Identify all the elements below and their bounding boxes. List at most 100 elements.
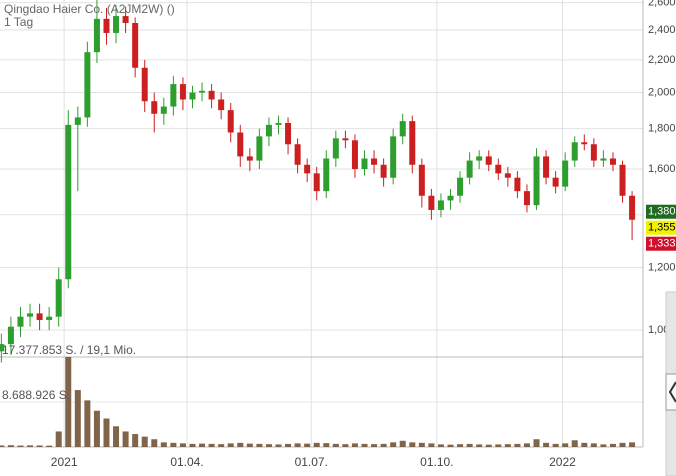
volume-bar: [485, 444, 492, 447]
volume-bar: [122, 431, 129, 447]
candle-body: [609, 158, 616, 165]
volume-bar: [361, 443, 368, 447]
volume-bar: [304, 443, 311, 447]
volume-bar: [380, 443, 387, 447]
volume-bar: [208, 443, 215, 447]
volume-bar: [84, 400, 91, 447]
candle-body: [122, 16, 129, 23]
volume-bar: [294, 443, 301, 447]
volume-bar: [0, 445, 5, 447]
volume-bar: [495, 444, 502, 447]
candle-body: [46, 316, 53, 320]
volume-bar: [74, 390, 81, 447]
chart-title: Qingdao Haier Co. (A2JM2W) (): [4, 2, 175, 16]
candle-body: [571, 142, 578, 161]
volume-bar: [151, 439, 158, 447]
volume-bar: [600, 444, 607, 447]
candle-body: [265, 124, 272, 137]
volume-bar: [523, 443, 530, 447]
price-badge-label: 1,380: [648, 206, 676, 218]
y-tick-label: 2,000: [648, 86, 676, 98]
candle-body: [7, 326, 14, 345]
candle-body: [476, 156, 483, 161]
volume-bar: [256, 443, 263, 447]
chart-subtitle: 1 Tag: [4, 15, 33, 29]
candle-body: [294, 144, 301, 165]
volume-bar: [390, 442, 397, 447]
candle-body: [160, 106, 167, 114]
x-tick-label: 2022: [549, 455, 576, 469]
volume-bar: [199, 443, 206, 447]
volume-bar: [466, 443, 473, 447]
candle-body: [246, 156, 253, 161]
candle-body: [495, 164, 502, 174]
volume-bar: [447, 444, 454, 447]
candle-body: [629, 195, 636, 220]
candle-body: [132, 22, 139, 68]
volume-bar: [332, 443, 339, 447]
volume-bar: [609, 443, 616, 447]
volume-bar: [437, 444, 444, 447]
candle-body: [504, 173, 511, 178]
volume-bar: [533, 439, 540, 447]
volume-bar: [409, 442, 416, 447]
volume-bar: [46, 445, 53, 447]
candle-body: [409, 121, 416, 165]
candle-body: [371, 158, 378, 165]
marks: [0, 0, 636, 447]
candle-body: [189, 92, 196, 100]
volume-bar: [132, 434, 139, 447]
candle-body: [218, 99, 225, 111]
volume-tick-label: 8.688.926 S.: [2, 388, 70, 402]
candle-body: [55, 279, 62, 317]
candle-body: [199, 90, 206, 93]
candle-body: [323, 158, 330, 192]
volume-bar: [160, 442, 167, 447]
candle-body: [285, 122, 292, 145]
candle-body: [170, 84, 177, 107]
volume-bar: [7, 445, 14, 447]
candle-body: [93, 18, 100, 53]
volume-bar: [65, 357, 72, 447]
volume-bar: [351, 443, 358, 447]
candle-body: [275, 122, 282, 125]
volume-bar: [265, 444, 272, 447]
candle-body: [399, 121, 406, 137]
volume-bar: [552, 443, 559, 447]
candle-body: [619, 164, 626, 196]
candle-body: [447, 195, 454, 201]
volume-bar: [629, 442, 636, 447]
volume-bar: [457, 444, 464, 447]
candle-body: [457, 177, 464, 196]
candle-body: [227, 110, 234, 133]
volume-bar: [36, 445, 43, 447]
grid: [0, 0, 643, 447]
candle-body: [256, 136, 263, 161]
volume-bar: [55, 431, 62, 447]
volume-bar: [619, 442, 626, 447]
x-tick-label: 2021: [51, 455, 78, 469]
candle-body: [141, 67, 148, 102]
price-badge-label: 1,333: [648, 238, 676, 250]
scroll-arrow: [668, 381, 676, 403]
volume-bar: [371, 444, 378, 447]
candle-body: [390, 136, 397, 178]
volume-bar: [504, 444, 511, 447]
volume-bar: [27, 445, 34, 447]
x-tick-label: 01.07.: [295, 455, 328, 469]
candle-body: [151, 101, 158, 114]
candle-body: [84, 52, 91, 118]
volume-bar: [93, 410, 100, 447]
candle-body: [380, 164, 387, 178]
volume-bar: [285, 443, 292, 447]
volume-bar: [189, 443, 196, 447]
candle-body: [428, 195, 435, 210]
price-badge: [646, 236, 676, 251]
candle-body: [179, 84, 186, 100]
candle-body: [113, 16, 120, 33]
candle-body: [523, 191, 530, 206]
volume-bar: [275, 444, 282, 447]
candle-body: [562, 160, 569, 187]
